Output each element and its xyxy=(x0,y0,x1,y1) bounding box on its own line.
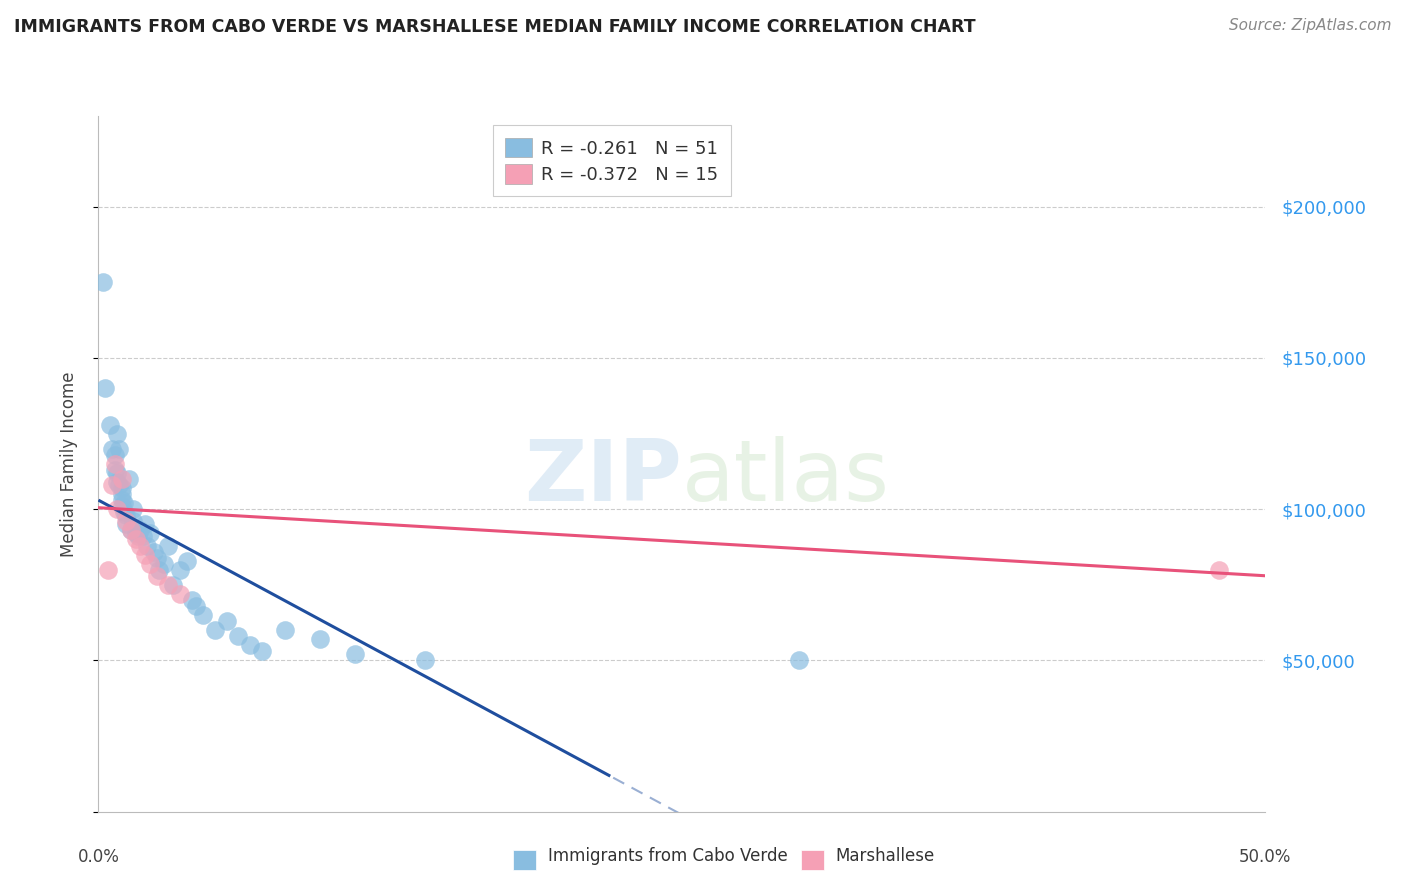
Point xyxy=(180,593,202,607)
Point xyxy=(127,529,149,543)
Point xyxy=(91,276,114,290)
Point xyxy=(122,502,145,516)
Point xyxy=(148,563,170,577)
Point xyxy=(146,568,169,582)
Text: ZIP: ZIP xyxy=(524,436,682,519)
Point xyxy=(111,472,134,486)
Point xyxy=(250,644,273,658)
Point xyxy=(204,624,226,638)
Point xyxy=(101,442,124,456)
Point xyxy=(115,514,138,528)
Point xyxy=(274,624,297,638)
Point xyxy=(105,426,128,441)
Point xyxy=(176,554,198,568)
Point xyxy=(108,478,131,492)
Point xyxy=(105,475,128,489)
Point xyxy=(122,514,145,528)
Point xyxy=(134,548,156,562)
Point xyxy=(101,478,124,492)
Point xyxy=(193,608,215,623)
Point xyxy=(132,529,155,543)
Point xyxy=(169,587,191,601)
Point xyxy=(309,632,332,647)
Point xyxy=(120,524,142,538)
Point xyxy=(146,550,169,565)
Point xyxy=(105,466,128,480)
Point xyxy=(112,505,135,519)
Point xyxy=(129,524,152,538)
Point xyxy=(169,563,191,577)
Point xyxy=(136,539,159,553)
Point xyxy=(139,557,162,571)
Point xyxy=(344,648,367,662)
Point xyxy=(129,539,152,553)
Text: Marshallese: Marshallese xyxy=(835,847,935,865)
Point xyxy=(134,517,156,532)
Point xyxy=(239,638,262,652)
Point xyxy=(143,544,166,558)
Point xyxy=(139,526,162,541)
Point xyxy=(1208,563,1230,577)
Text: 0.0%: 0.0% xyxy=(77,848,120,866)
Point xyxy=(115,508,138,523)
Point xyxy=(104,463,127,477)
Point xyxy=(118,472,141,486)
Point xyxy=(215,614,238,628)
Point xyxy=(94,381,117,395)
Text: Immigrants from Cabo Verde: Immigrants from Cabo Verde xyxy=(548,847,789,865)
Point xyxy=(104,448,127,462)
Y-axis label: Median Family Income: Median Family Income xyxy=(59,371,77,557)
Point xyxy=(111,487,134,501)
Point xyxy=(120,524,142,538)
Point xyxy=(787,653,810,667)
Point xyxy=(152,557,174,571)
Legend: R = -0.261   N = 51, R = -0.372   N = 15: R = -0.261 N = 51, R = -0.372 N = 15 xyxy=(492,125,731,196)
Point xyxy=(111,493,134,508)
Point xyxy=(105,502,128,516)
Point xyxy=(157,578,180,592)
Point xyxy=(125,526,148,541)
Point xyxy=(111,499,134,513)
Text: Source: ZipAtlas.com: Source: ZipAtlas.com xyxy=(1229,18,1392,33)
Point xyxy=(111,481,134,495)
Point xyxy=(228,629,250,643)
Text: 50.0%: 50.0% xyxy=(1239,848,1292,866)
Point xyxy=(112,496,135,510)
Point xyxy=(162,578,184,592)
Point xyxy=(125,533,148,547)
Text: IMMIGRANTS FROM CABO VERDE VS MARSHALLESE MEDIAN FAMILY INCOME CORRELATION CHART: IMMIGRANTS FROM CABO VERDE VS MARSHALLES… xyxy=(14,18,976,36)
Point xyxy=(97,563,120,577)
Point xyxy=(104,457,127,471)
Point xyxy=(98,417,121,432)
Point xyxy=(413,653,436,667)
Point xyxy=(108,442,131,456)
Point xyxy=(115,517,138,532)
Point xyxy=(157,539,180,553)
Text: atlas: atlas xyxy=(682,436,890,519)
Point xyxy=(186,599,208,613)
